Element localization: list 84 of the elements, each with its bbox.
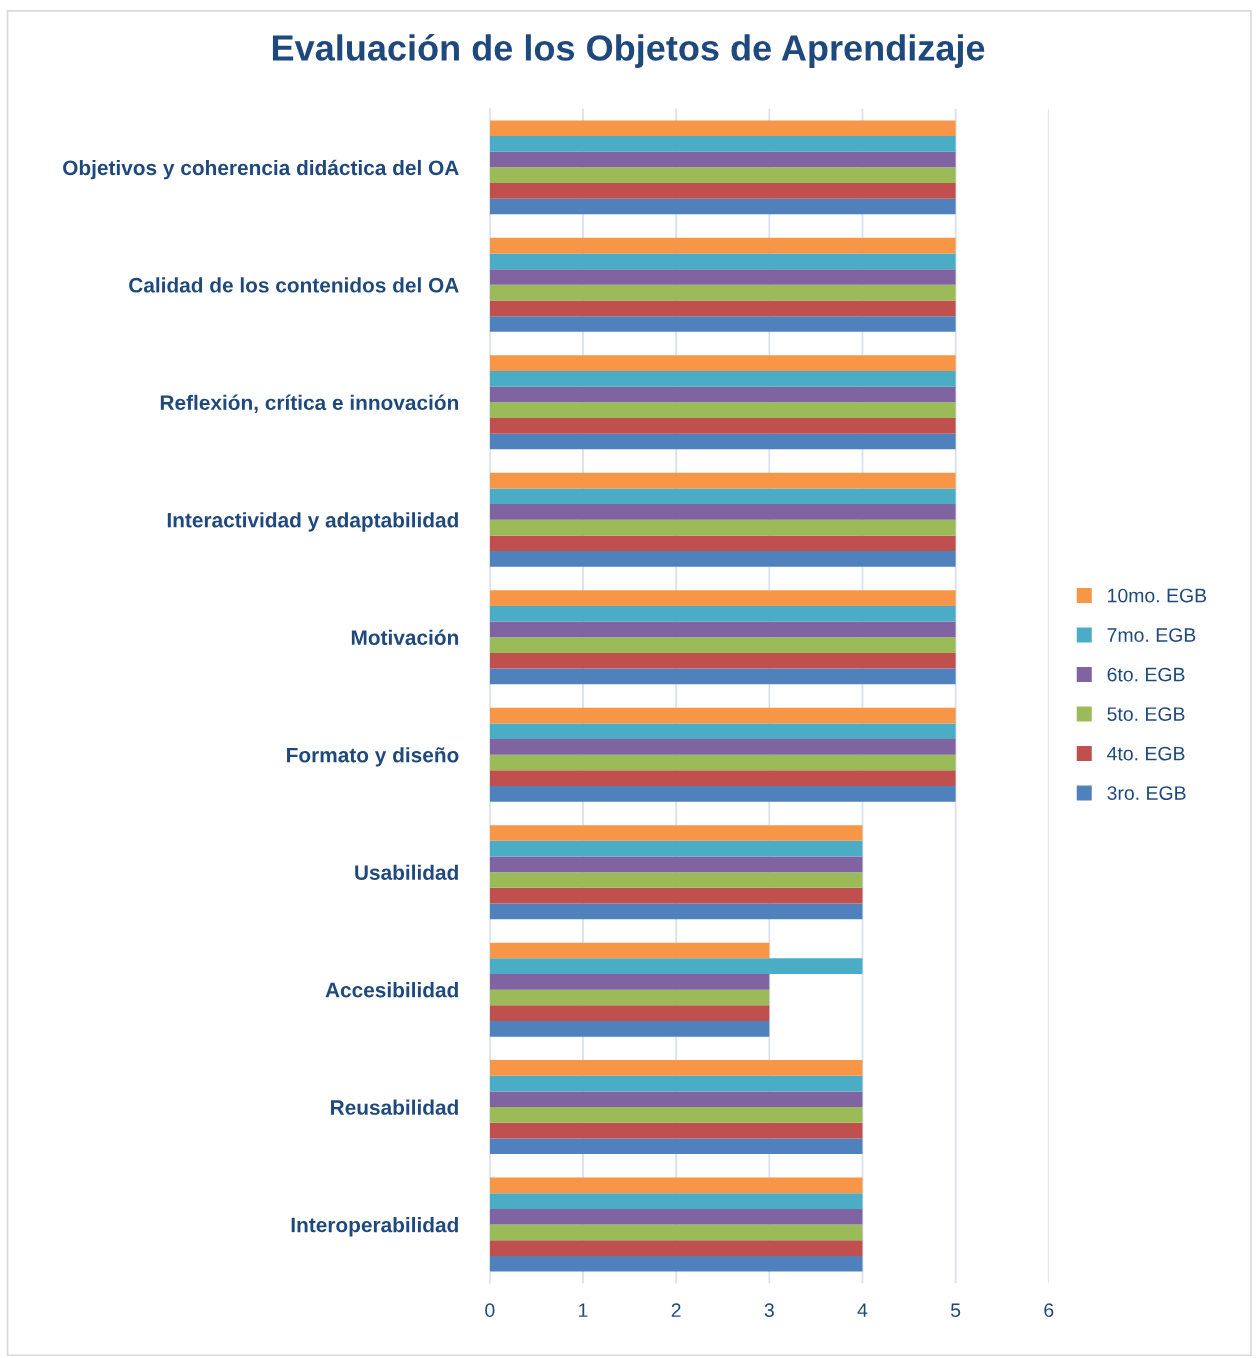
bar — [489, 605, 956, 622]
bar — [489, 519, 956, 536]
bar — [489, 723, 956, 740]
bar — [489, 637, 956, 653]
y-tick-label: Motivación — [351, 629, 458, 645]
bar — [489, 754, 956, 771]
bar — [489, 1177, 863, 1194]
bar — [489, 1122, 863, 1139]
y-tick-label: Accesibilidad — [325, 982, 458, 998]
x-tick-label: 0 — [485, 1303, 495, 1318]
bar — [489, 942, 770, 959]
bar — [489, 1224, 863, 1241]
x-tick-label: 5 — [950, 1303, 961, 1318]
x-tick-label: 6 — [1044, 1303, 1054, 1318]
y-tick-label: Objetivos y coherencia didáctica del OA — [63, 159, 459, 180]
bar — [489, 1138, 863, 1155]
bar — [489, 402, 956, 418]
bar — [489, 621, 956, 638]
x-tick-label: 3 — [764, 1303, 774, 1318]
y-tick-label: Usabilidad — [355, 864, 458, 880]
legend-label: 4to. EGB — [1107, 746, 1185, 761]
bar — [489, 770, 956, 787]
bar — [489, 739, 956, 755]
bar — [489, 386, 956, 403]
chart-title: Evaluación de los Objetos de Aprendizaje — [272, 33, 985, 68]
legend-label: 10mo. EGB — [1108, 588, 1207, 603]
bar — [489, 840, 863, 857]
y-tick-label: Reusabilidad — [331, 1099, 458, 1115]
y-tick-label: Interoperabilidad — [291, 1217, 458, 1237]
bar — [489, 300, 956, 317]
bar — [489, 1208, 863, 1225]
x-tick-label: 4 — [857, 1303, 868, 1317]
bar — [489, 903, 863, 920]
bar — [489, 1240, 863, 1256]
bar — [489, 652, 956, 669]
bar — [489, 856, 863, 873]
bar — [489, 989, 770, 1006]
bar — [489, 433, 956, 450]
bar — [489, 1193, 863, 1209]
legend-label: 7mo. EGB — [1107, 628, 1196, 642]
bar — [489, 504, 956, 520]
bar — [489, 668, 956, 685]
bar — [489, 417, 956, 434]
legend-label: 3ro. EGB — [1107, 786, 1186, 800]
y-tick-label: Reflexión, crítica e innovación — [160, 394, 459, 414]
bar — [489, 355, 956, 371]
bar — [489, 973, 770, 990]
bar — [489, 535, 956, 552]
bar — [489, 1255, 863, 1272]
bar — [489, 316, 956, 332]
bar — [489, 1005, 770, 1021]
bar — [489, 958, 863, 974]
bar — [489, 551, 956, 567]
bar — [489, 590, 956, 606]
x-tick-label: 1 — [579, 1303, 588, 1317]
bar — [489, 183, 956, 199]
bar — [489, 1020, 770, 1037]
bar — [489, 872, 863, 888]
bar — [489, 167, 956, 184]
bar — [489, 825, 863, 841]
bar — [489, 136, 956, 152]
bar — [489, 253, 956, 270]
bar — [489, 120, 956, 137]
bar — [489, 198, 956, 215]
bar — [489, 887, 863, 904]
bar — [489, 488, 956, 505]
bar — [489, 284, 956, 301]
legend-label: 6to. EGB — [1107, 667, 1185, 682]
bar — [489, 1060, 863, 1076]
bar — [489, 472, 956, 489]
bar — [489, 1107, 863, 1123]
bar — [489, 370, 956, 387]
y-tick-label: Interactividad y adaptabilidad — [167, 512, 458, 532]
x-tick-label: 2 — [671, 1303, 681, 1317]
bar — [489, 269, 956, 285]
bar — [489, 1091, 863, 1108]
bar — [489, 151, 956, 168]
y-tick-label: Formato y diseño — [287, 747, 459, 767]
bar — [489, 786, 956, 802]
y-tick-label: Calidad de los contenidos del OA — [129, 277, 459, 293]
bar — [489, 237, 956, 254]
bar — [489, 707, 956, 724]
legend-label: 5to. EGB — [1107, 707, 1185, 721]
bar — [489, 1075, 863, 1092]
